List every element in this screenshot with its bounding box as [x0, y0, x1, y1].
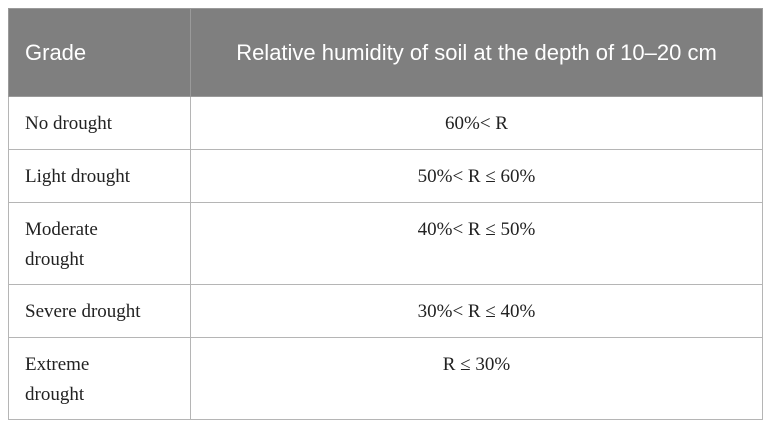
- header-cell: Relative humidity of soil at the depth o…: [190, 8, 763, 97]
- table-row: Moderate drought 40%< R ≤ 50%: [8, 202, 763, 285]
- grade-cell: Extreme drought: [8, 337, 191, 420]
- table-row: Light drought 50%< R ≤ 60%: [8, 149, 763, 203]
- table-row: No drought 60%< R: [8, 96, 763, 150]
- grade-cell: Severe drought: [8, 284, 191, 338]
- humidity-cell: 50%< R ≤ 60%: [190, 149, 763, 203]
- humidity-cell: R ≤ 30%: [190, 337, 763, 420]
- grade-cell: Light drought: [8, 149, 191, 203]
- header-cell: Grade: [8, 8, 191, 97]
- table-row: Extreme drought R ≤ 30%: [8, 337, 763, 420]
- humidity-cell: 30%< R ≤ 40%: [190, 284, 763, 338]
- drought-grade-table: Grade Relative humidity of soil at the d…: [8, 8, 763, 420]
- humidity-cell: 60%< R: [190, 96, 763, 150]
- header-row: Grade Relative humidity of soil at the d…: [8, 8, 763, 97]
- table-body: No drought 60%< R Light drought 50%< R ≤ 60…: [8, 96, 763, 420]
- grade-cell: No drought: [8, 96, 191, 150]
- humidity-cell: 40%< R ≤ 50%: [190, 202, 763, 285]
- grade-cell: Moderate drought: [8, 202, 191, 285]
- table-row: Severe drought 30%< R ≤ 40%: [8, 284, 763, 338]
